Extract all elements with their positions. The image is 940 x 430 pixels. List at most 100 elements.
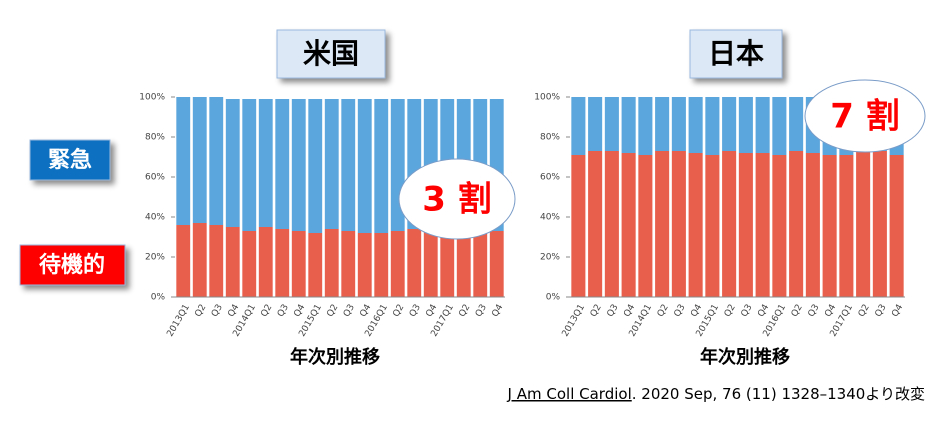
x-tick-label: Q2 bbox=[589, 303, 604, 319]
bar-segment bbox=[456, 231, 471, 297]
chart-title: 日本 bbox=[708, 37, 764, 70]
bar-segment bbox=[374, 233, 389, 297]
y-tick-label: 100% bbox=[534, 93, 560, 103]
x-tick-label: Q4 bbox=[823, 303, 838, 319]
bar-segment bbox=[638, 155, 653, 297]
x-axis-label: 年次別推移 bbox=[290, 346, 380, 368]
bar-segment bbox=[722, 151, 737, 297]
bar-segment bbox=[258, 99, 273, 227]
bar-segment bbox=[872, 151, 887, 297]
bar-segment bbox=[258, 227, 273, 297]
x-tick-label: Q4 bbox=[890, 303, 905, 319]
x-tick-label: Q4 bbox=[490, 303, 505, 319]
legend-box bbox=[19, 244, 126, 286]
bar-segment bbox=[671, 151, 686, 297]
bar-segment bbox=[856, 151, 871, 297]
bar-segment bbox=[341, 99, 356, 231]
bar-segment bbox=[308, 99, 323, 233]
x-tick-label: Q4 bbox=[358, 303, 373, 319]
bar-segment bbox=[324, 99, 339, 229]
bar-segment bbox=[357, 99, 372, 233]
bar-segment bbox=[225, 99, 240, 227]
bar-segment bbox=[440, 231, 455, 297]
x-tick-label: Q2 bbox=[857, 303, 872, 319]
bar-segment bbox=[655, 97, 670, 151]
bar-segment bbox=[705, 155, 720, 297]
bar-segment bbox=[423, 231, 438, 297]
x-tick-label: Q2 bbox=[259, 303, 274, 319]
x-tick-label: Q4 bbox=[292, 303, 307, 319]
bar-segment bbox=[604, 97, 619, 151]
bar-segment bbox=[839, 155, 854, 297]
callout bbox=[398, 158, 516, 240]
y-tick-label: 80% bbox=[540, 133, 560, 143]
bar-segment bbox=[192, 223, 207, 297]
bar-segment bbox=[291, 231, 306, 297]
annotation: 3 割 bbox=[422, 180, 492, 220]
bar-segment bbox=[688, 97, 703, 153]
bar-segment bbox=[324, 229, 339, 297]
x-tick-label: 2013Q1 bbox=[165, 303, 192, 339]
x-tick-label: Q4 bbox=[689, 303, 704, 319]
bar-segment bbox=[571, 97, 586, 155]
x-tick-label: Q3 bbox=[474, 303, 489, 319]
bar-segment bbox=[755, 97, 770, 153]
bar-segment bbox=[621, 153, 636, 297]
bar-segment bbox=[621, 97, 636, 153]
bar-segment bbox=[390, 231, 405, 297]
x-tick-label: Q3 bbox=[276, 303, 291, 319]
bar-segment bbox=[638, 97, 653, 155]
bar-segment bbox=[473, 231, 488, 297]
bar-segment bbox=[889, 155, 904, 297]
bar-segment bbox=[308, 233, 323, 297]
bar-segment bbox=[772, 155, 787, 297]
bar-segment bbox=[341, 231, 356, 297]
x-tick-label: Q2 bbox=[391, 303, 406, 319]
x-tick-label: Q3 bbox=[342, 303, 357, 319]
bar-segment bbox=[738, 97, 753, 153]
bar-segment bbox=[407, 229, 422, 297]
y-tick-label: 60% bbox=[145, 173, 165, 183]
bar-segment bbox=[688, 153, 703, 297]
x-tick-label: Q3 bbox=[408, 303, 423, 319]
bar-segment bbox=[192, 97, 207, 223]
x-tick-label: Q3 bbox=[210, 303, 225, 319]
x-tick-label: Q2 bbox=[457, 303, 472, 319]
bar-segment bbox=[374, 99, 389, 233]
y-tick-label: 40% bbox=[540, 213, 560, 223]
bar-segment bbox=[789, 97, 804, 151]
y-tick-label: 20% bbox=[145, 253, 165, 263]
bar-segment bbox=[242, 231, 257, 297]
bar-segment bbox=[588, 97, 603, 151]
bar-segment bbox=[738, 153, 753, 297]
citation: J Am Coll Cardiol. 2020 Sep, 76 (11) 132… bbox=[507, 385, 925, 403]
x-tick-label: Q3 bbox=[740, 303, 755, 319]
bar-segment bbox=[822, 155, 837, 297]
legend-label: 待機的 bbox=[39, 252, 105, 278]
chart-title: 米国 bbox=[303, 37, 359, 70]
bar-segment bbox=[242, 99, 257, 231]
bar-segment bbox=[225, 227, 240, 297]
x-tick-label: Q4 bbox=[424, 303, 439, 319]
bar-segment bbox=[176, 97, 191, 225]
y-tick-label: 60% bbox=[540, 173, 560, 183]
bar-segment bbox=[209, 97, 224, 225]
bar-segment bbox=[588, 151, 603, 297]
x-tick-label: Q4 bbox=[756, 303, 771, 319]
y-tick-label: 100% bbox=[139, 93, 165, 103]
bar-segment bbox=[671, 97, 686, 151]
y-tick-label: 80% bbox=[145, 133, 165, 143]
legend-box bbox=[29, 139, 111, 181]
legend-label: 緊急 bbox=[48, 147, 92, 173]
x-tick-label: Q3 bbox=[807, 303, 822, 319]
bar-segment bbox=[489, 231, 504, 297]
annotation: 7 割 bbox=[830, 97, 900, 137]
x-tick-label: Q2 bbox=[790, 303, 805, 319]
bar-segment bbox=[789, 151, 804, 297]
bar-segment bbox=[571, 155, 586, 297]
title-box bbox=[689, 29, 783, 79]
journal: J Am Coll Cardiol bbox=[507, 385, 632, 403]
bar-segment bbox=[755, 153, 770, 297]
